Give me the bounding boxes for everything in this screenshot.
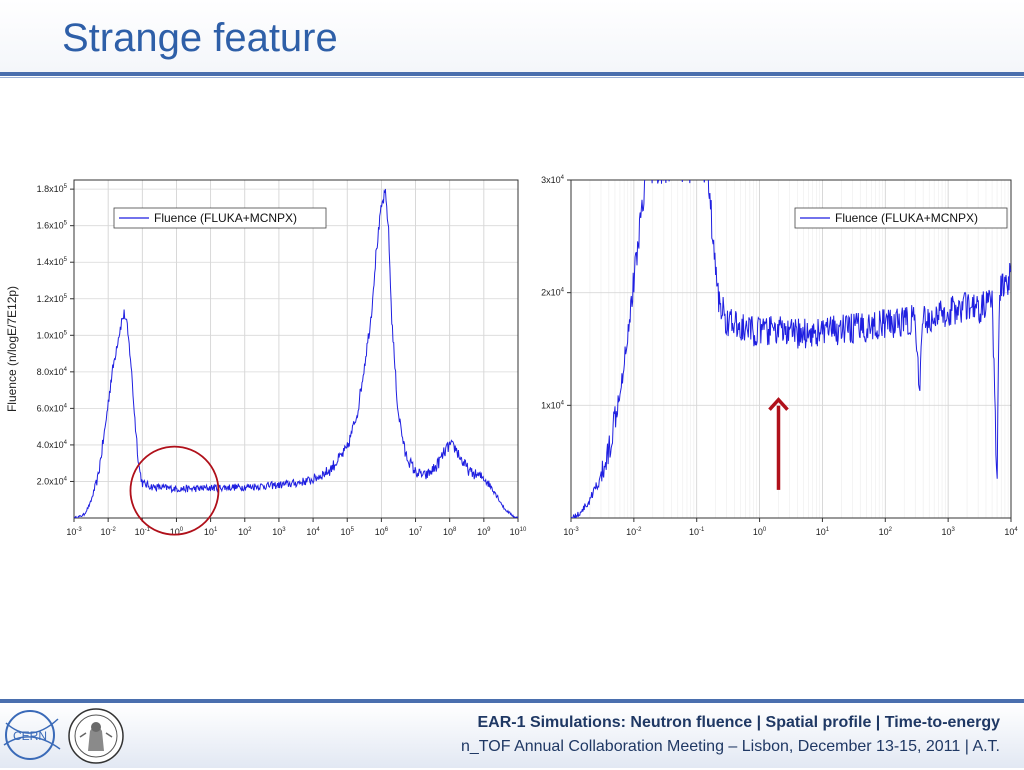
right-legend-box bbox=[794, 207, 1008, 229]
right-x-tick-label: 10-3 bbox=[563, 527, 579, 537]
right-y-tick-label: 2x104 bbox=[541, 288, 565, 298]
cern-logo-text: CERN bbox=[13, 729, 47, 743]
right-series-line-0 bbox=[571, 180, 1011, 518]
left-x-tick-label: 104 bbox=[306, 527, 320, 537]
chart-right-svg: 10-3 10-2 10-1 100 101 102 103 104 1x104 2x104 3x1… bbox=[541, 175, 1018, 537]
right-x-tick-label: 10-1 bbox=[689, 527, 705, 537]
left-x-tick-label: 105 bbox=[341, 527, 355, 537]
left-x-tick-label: 109 bbox=[477, 527, 491, 537]
right-x-tick-label: 102 bbox=[879, 527, 893, 537]
left-x-tick-label: 108 bbox=[443, 527, 457, 537]
left-highlight-circle bbox=[129, 445, 220, 536]
left-x-tick-label: 103 bbox=[272, 527, 286, 537]
right-legend-label: Fluence (FLUKA+MCNPX) bbox=[835, 211, 978, 225]
left-y-tick-label: 6.0x104 bbox=[37, 403, 68, 413]
left-x-tick-label: 10-1 bbox=[135, 527, 151, 537]
left-x-tick-label: 107 bbox=[409, 527, 423, 537]
header-rule-thin bbox=[0, 77, 1024, 78]
slide-title: Strange feature bbox=[62, 16, 338, 60]
slide-footer bbox=[0, 704, 1024, 768]
header-rule bbox=[0, 72, 1024, 76]
chart-right: 10-3 10-2 10-1 100 101 102 103 104 1x104 2x104 3x1… bbox=[528, 170, 1024, 550]
left-y-tick-label: 1.6x105 bbox=[37, 221, 68, 231]
left-grid bbox=[73, 180, 519, 518]
left-legend-label: Fluence (FLUKA+MCNPX) bbox=[154, 211, 297, 225]
right-x-tick-label: 104 bbox=[1004, 527, 1018, 537]
chart-left: 10-3 10-2 10-1 100 101 102 103 104 105 106 107 108 1… bbox=[0, 170, 530, 550]
right-y-tick-label: 1x104 bbox=[541, 400, 565, 410]
right-x-tick-label: 100 bbox=[753, 527, 767, 537]
footer-title: EAR-1 Simulations: Neutron fluence | Spa… bbox=[477, 714, 1000, 731]
left-x-tick-label: 100 bbox=[170, 527, 184, 537]
right-x-tick-label: 103 bbox=[941, 527, 955, 537]
right-arrow-head bbox=[768, 397, 789, 411]
left-x-tick-label: 10-3 bbox=[66, 527, 82, 537]
right-x-tick-label: 101 bbox=[816, 527, 830, 537]
left-x-tick-label: 101 bbox=[204, 527, 218, 537]
right-grid bbox=[570, 179, 1012, 518]
slide-header bbox=[0, 0, 1024, 72]
left-x-tick-label: 106 bbox=[375, 527, 389, 537]
footer-rule bbox=[0, 699, 1024, 703]
left-y-tick-label: 8.0x104 bbox=[37, 367, 68, 377]
right-plot-frame bbox=[570, 179, 1012, 519]
left-series-line-0 bbox=[74, 188, 518, 518]
cern-logo: CERN bbox=[2, 705, 62, 770]
left-legend-box bbox=[113, 207, 327, 229]
left-x-tick-label: 10-2 bbox=[100, 527, 116, 537]
left-y-tick-label: 4.0x104 bbox=[37, 440, 68, 450]
chart-left-svg: 10-3 10-2 10-1 100 101 102 103 104 105 106 107 108 1… bbox=[5, 179, 527, 537]
right-y-tick-label: 3x104 bbox=[541, 175, 565, 185]
left-y-tick-label: 1.4x105 bbox=[37, 257, 68, 267]
left-x-tick-label: 102 bbox=[238, 527, 252, 537]
right-x-tick-label: 10-2 bbox=[626, 527, 642, 537]
left-plot-frame bbox=[73, 179, 519, 519]
left-x-tick-label: 1010 bbox=[510, 527, 527, 537]
left-y-tick-label: 1.0x105 bbox=[37, 330, 68, 340]
left-y-tick-label: 1.2x105 bbox=[37, 294, 68, 304]
left-y-tick-label: 1.8x105 bbox=[37, 184, 68, 194]
university-seal bbox=[66, 707, 126, 770]
footer-subtitle: n_TOF Annual Collaboration Meeting – Lis… bbox=[461, 738, 1000, 755]
left-ylabel: Fluence (n/logE/7E12p) bbox=[5, 286, 19, 412]
left-y-tick-label: 2.0x104 bbox=[37, 476, 68, 486]
